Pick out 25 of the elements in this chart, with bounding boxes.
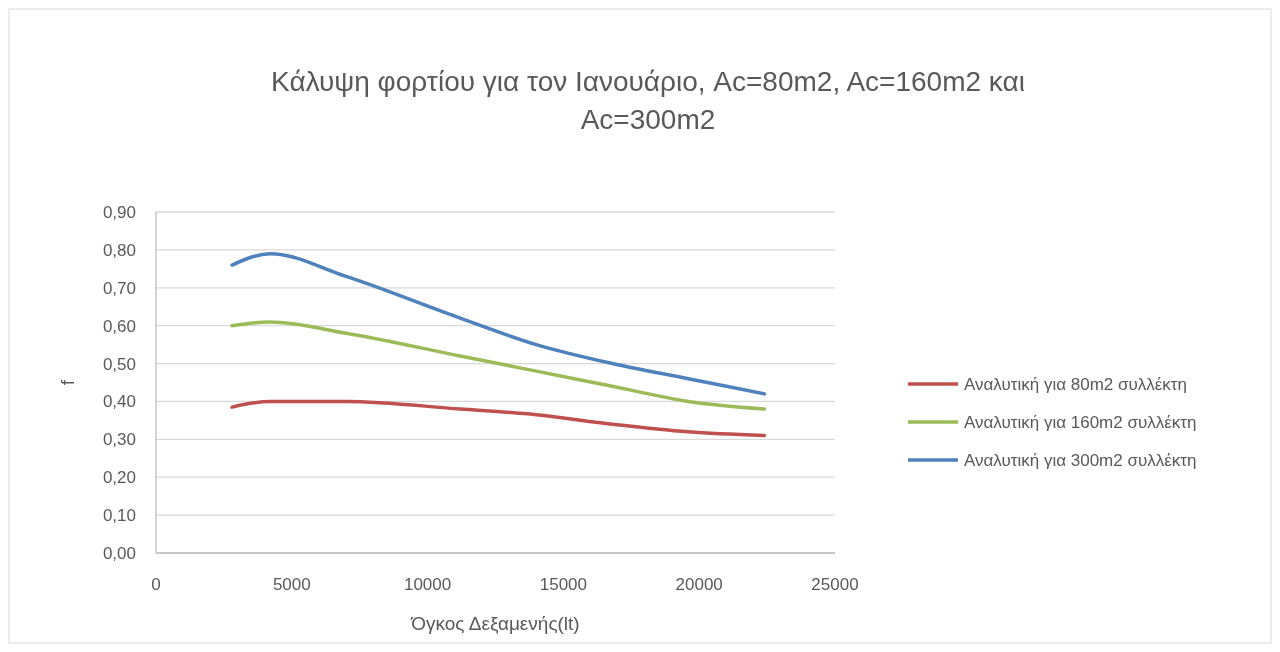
- chart-title: Κάλυψη φορτίου για τον Ιανουάριο, Ac=80m2, Ac=160m2 και Ac=300m2: [271, 66, 1025, 135]
- x-tick-label: 15000: [539, 575, 588, 594]
- y-tick-label: 0,90: [102, 202, 136, 222]
- line-series: [230, 399, 767, 438]
- y-tick-label: 0,40: [102, 392, 136, 412]
- legend-label: Αναλυτική για 300m2 συλλέκτη: [964, 450, 1197, 470]
- legend-label: Αναλυτική για 80m2 συλλέκτη: [964, 374, 1188, 394]
- y-tick-label: 0,80: [102, 240, 136, 260]
- y-tick-label: 0,30: [102, 430, 136, 450]
- y-tick-label: 0,00: [102, 543, 136, 563]
- y-tick-label: 0,20: [102, 468, 136, 488]
- line-series: [230, 320, 767, 411]
- x-tick-label: 5000: [272, 575, 311, 594]
- y-tick-label: 0,10: [102, 506, 136, 526]
- y-axis-title: f: [57, 379, 78, 386]
- legend-label: Αναλυτική για 160m2 συλλέκτη: [964, 412, 1197, 432]
- x-axis-title: Όγκος Δεξαμενής(lt): [410, 613, 580, 634]
- x-tick-label: 20000: [675, 575, 723, 594]
- x-tick-label: 25000: [811, 575, 859, 594]
- x-tick-label: 10000: [403, 575, 452, 594]
- x-tick-label: 0: [151, 575, 161, 594]
- y-tick-label: 0,60: [102, 316, 136, 336]
- y-tick-label: 0,50: [102, 354, 136, 374]
- line-series: [230, 251, 767, 396]
- y-tick-label: 0,70: [102, 278, 136, 298]
